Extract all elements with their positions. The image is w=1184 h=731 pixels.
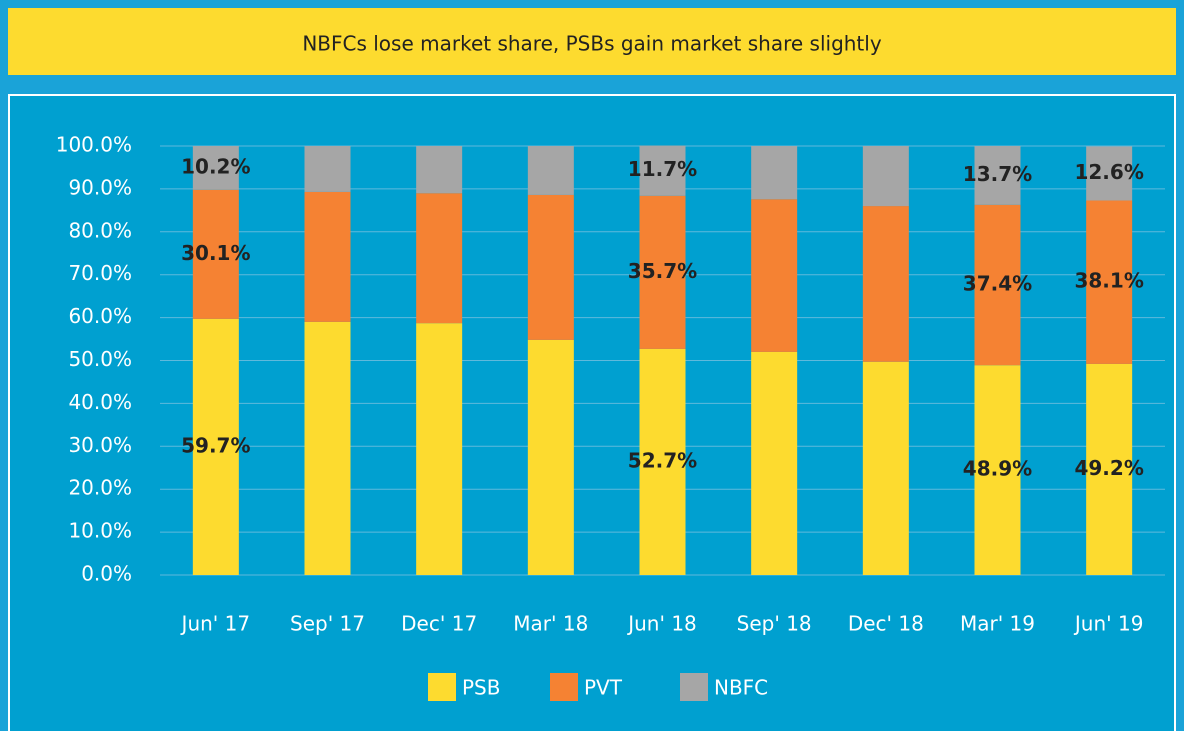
y-tick-label: 50.0% [68,347,132,371]
y-tick-label: 100.0% [56,133,132,157]
legend-label: PSB [462,676,500,700]
x-tick-label: Sep' 18 [737,612,812,636]
data-label: 12.6% [1074,160,1143,184]
bar-segment [862,206,909,362]
bar-segment [192,189,239,319]
bar-segment [527,339,574,575]
bar-segment [862,146,909,207]
bar-segment [751,146,798,200]
data-label: 38.1% [1074,269,1143,293]
chart-title: NBFCs lose market share, PSBs gain marke… [302,32,882,56]
legend-swatch [428,673,456,701]
bar-segment [304,321,351,575]
bar-segment [974,146,1021,205]
x-tick-label: Mar' 18 [513,612,588,636]
bar-segment [639,145,686,196]
bar-segment [1086,363,1133,575]
bar-segment [192,146,239,190]
bar-segment [862,361,909,575]
bar-segment [1086,146,1133,201]
x-tick-label: Jun' 18 [626,612,697,636]
y-tick-label: 60.0% [68,304,132,328]
data-label: 48.9% [963,457,1032,481]
bar-segment [639,348,686,575]
x-tick-label: Jun' 17 [180,612,251,636]
y-tick-label: 90.0% [68,175,132,199]
bar-segment [751,351,798,575]
y-tick-label: 40.0% [68,390,132,414]
data-label: 59.7% [181,433,250,457]
bar-segment [639,195,686,349]
y-tick-label: 20.0% [68,476,132,500]
bar-segment [974,204,1021,366]
bar-segment [974,365,1021,575]
bar-segment [1086,200,1133,364]
data-label: 49.2% [1074,456,1143,480]
bar-segment [304,146,351,192]
data-label: 35.7% [628,259,697,283]
legend-swatch [550,673,578,701]
x-tick-label: Jun' 19 [1073,612,1144,636]
data-label: 37.4% [963,271,1032,295]
bar-segment [416,146,463,194]
data-label: 52.7% [628,448,697,472]
y-tick-label: 10.0% [68,519,132,543]
bar-segment [304,191,351,322]
legend-swatch [680,673,708,701]
y-tick-label: 70.0% [68,261,132,285]
data-label: 11.7% [628,157,697,181]
legend-label: PVT [584,676,623,700]
bar-segment [416,323,463,575]
y-tick-label: 0.0% [81,562,132,586]
legend-label: NBFC [714,676,768,700]
y-tick-label: 30.0% [68,433,132,457]
bar-segment [416,193,463,324]
x-tick-label: Mar' 19 [960,612,1035,636]
bar-segment [527,194,574,340]
bar-segment [751,199,798,352]
y-tick-label: 80.0% [68,218,132,242]
data-label: 13.7% [963,162,1032,186]
bar-segment [527,146,574,195]
x-tick-label: Dec' 18 [848,612,924,636]
data-label: 30.1% [181,241,250,265]
x-tick-label: Sep' 17 [290,612,365,636]
x-tick-label: Dec' 17 [401,612,477,636]
title-banner [8,8,1176,75]
data-label: 10.2% [181,154,250,178]
bar-segment [192,318,239,575]
